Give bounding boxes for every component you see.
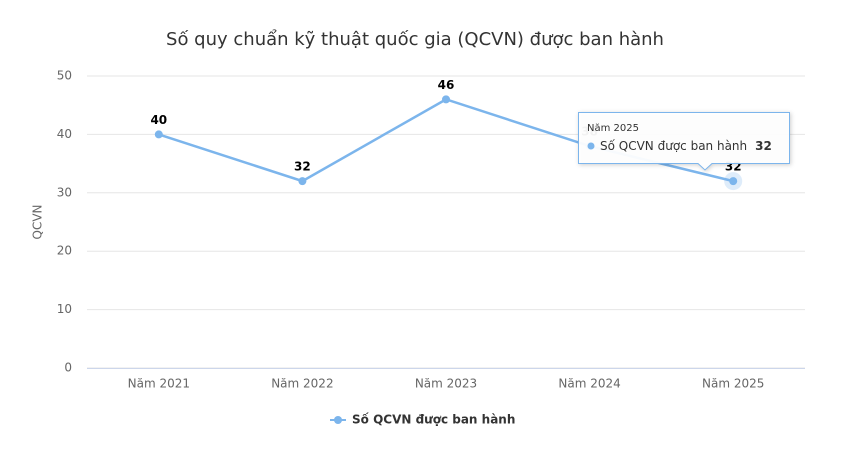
data-label: 46 <box>438 78 455 92</box>
y-tick-label: 50 <box>57 69 72 83</box>
data-point <box>729 177 738 186</box>
data-point <box>442 95 450 104</box>
y-axis-title: QCVN <box>31 204 45 239</box>
x-tick-label: Năm 2022 <box>271 377 333 391</box>
y-tick-label: 20 <box>57 244 72 258</box>
tooltip-symbol <box>587 142 595 150</box>
legend-label: Số QCVN được ban hành <box>352 413 515 427</box>
x-tick-label: Năm 2025 <box>702 377 764 391</box>
y-tick-label: 30 <box>57 185 72 199</box>
x-tick-label: Năm 2021 <box>128 377 190 391</box>
data-label: 40 <box>150 113 167 127</box>
y-tick-label: 0 <box>64 361 72 375</box>
chart-title: Số quy chuẩn kỹ thuật quốc gia (QCVN) đư… <box>166 29 664 50</box>
tooltip-header: Năm 2025 <box>587 123 639 134</box>
data-label: 32 <box>294 160 311 174</box>
tooltip-text: Số QCVN được ban hành 32 <box>600 139 772 153</box>
y-tick-label: 10 <box>57 302 72 316</box>
tooltip-series: Số QCVN được ban hành <box>600 139 747 153</box>
x-tick-label: Năm 2024 <box>558 377 620 391</box>
x-tick-label: Năm 2023 <box>415 377 477 391</box>
tooltip-box <box>578 112 790 171</box>
legend-symbol <box>334 416 342 424</box>
tooltip: Năm 2025 Số QCVN được ban hành 32 <box>578 112 790 171</box>
tooltip-value: 32 <box>755 139 772 153</box>
data-point <box>154 130 163 139</box>
y-tick-label: 40 <box>57 127 72 141</box>
data-point <box>298 177 307 186</box>
